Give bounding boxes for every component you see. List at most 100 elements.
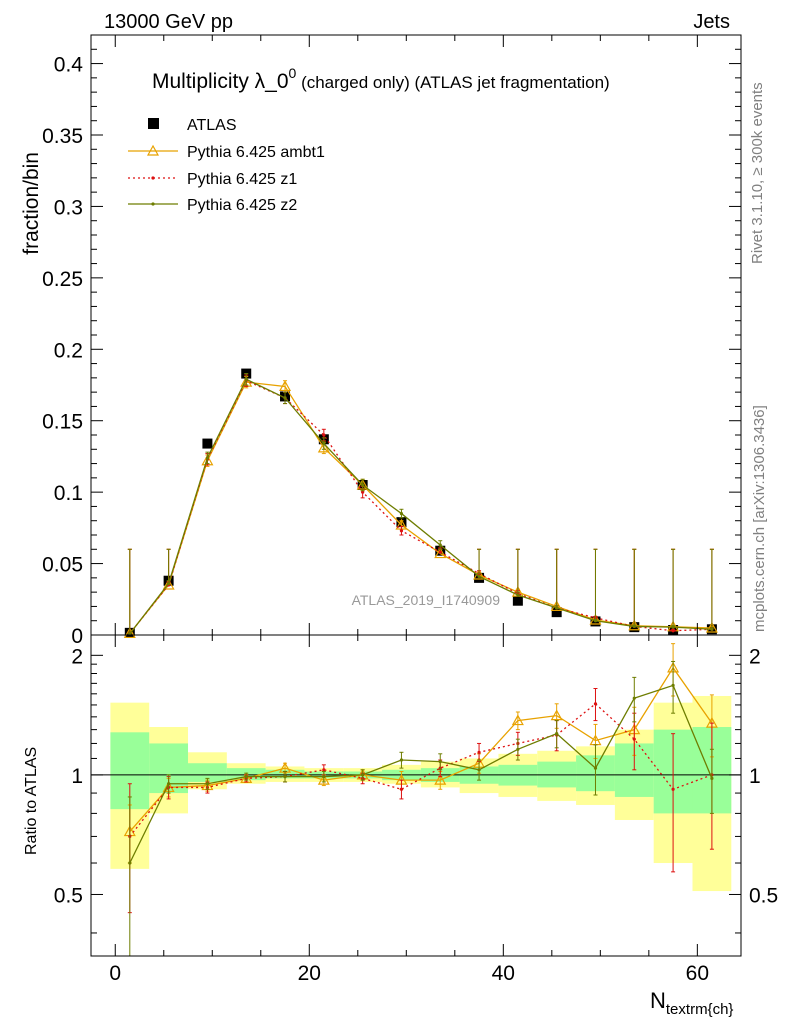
series-1-triangle-marker	[550, 600, 563, 612]
series-2-dot-marker	[671, 629, 675, 633]
ratio-series-2-dot-marker	[205, 782, 210, 786]
ratio-series-2-dot-marker	[632, 696, 636, 700]
legend-dot-marker	[151, 202, 155, 206]
main-y-tick-label: 0.35	[42, 125, 83, 148]
ratio-series-1-dot-marker	[593, 702, 598, 706]
ratio-y-tick-label-right: 1	[749, 765, 761, 788]
ratio-series-0-triangle-marker	[434, 773, 447, 785]
ratio-series-2-line	[129, 684, 713, 864]
atlas-data-point	[202, 438, 213, 449]
atlas-data-point	[551, 607, 562, 618]
ratio-y-tick-label-right: 2	[749, 645, 761, 668]
ratio-x-ticks: 0 20 40 60	[109, 635, 709, 985]
ratio-series-2-dot-marker	[399, 758, 404, 762]
main-y-ticks: 0 0.05 0.1 0.15 0.2 0.25 0.3 0.35 0.4	[42, 48, 741, 648]
series-3-dot-marker	[555, 606, 559, 610]
legend-label: Pythia 6.425 z1	[187, 171, 297, 188]
series-3-dot-marker	[167, 581, 171, 586]
ratio-series-0-triangle-marker	[511, 714, 524, 726]
ratio-series-2-dot-marker	[555, 732, 559, 736]
ratio-y-axis-label: Ratio to ATLAS	[23, 747, 40, 855]
main-y-tick-label: 0.05	[42, 554, 83, 577]
series-1-triangle-marker	[317, 441, 330, 453]
energy-label: 13000 GeV pp	[104, 11, 233, 33]
legend-dot-marker	[151, 176, 155, 180]
series-3-dot-marker	[361, 483, 365, 487]
ratio-inner-band	[188, 763, 227, 782]
ratio-series-1-dot-marker	[322, 768, 326, 772]
main-title: Multiplicity λ_00 (charged only) (ATLAS …	[152, 65, 610, 93]
legend: ATLAS Pythia 6.425 ambt1 Pythia 6.425 z1 Py…	[128, 117, 325, 214]
legend-label: Pythia 6.425 z2	[187, 197, 297, 214]
series-3-dot-marker	[710, 627, 714, 631]
x-tick-label: 40	[492, 962, 515, 985]
x-axis-label-sub: textrm{ch}	[666, 1001, 734, 1018]
main-plot: 0 0.05 0.1 0.15 0.2 0.25 0.3 0.35 0.4 fraction/b…	[20, 34, 742, 648]
series-3-dot-marker	[399, 511, 404, 516]
series-3-dot-marker	[477, 574, 481, 579]
ratio-y-tick-label-right: 0.5	[749, 884, 778, 907]
ratio-series-1-dot-marker	[399, 787, 404, 791]
x-tick-label: 0	[109, 962, 121, 985]
series-2-dot-marker	[322, 433, 326, 437]
main-title-text: Multiplicity λ_0	[152, 70, 289, 93]
series-3-dot-marker	[671, 625, 675, 629]
series-2-dot-marker	[438, 550, 442, 554]
ratio-y-ticks: 0.5 0.5 1 1 2 2	[54, 645, 778, 934]
ratio-series-0-line	[129, 666, 713, 832]
ratio-series-1-line	[129, 702, 713, 837]
ratio-series-2-dot-marker	[671, 683, 675, 687]
main-x-ticks	[114, 35, 698, 635]
analysis-label: ATLAS_2019_I1740909	[352, 592, 501, 608]
ratio-y-tick-label-left: 2	[71, 645, 83, 668]
x-axis-label: Ntextrm{ch}	[650, 988, 733, 1018]
series-1-triangle-marker	[705, 621, 718, 633]
series-3-dot-marker	[593, 619, 598, 623]
legend-label: ATLAS	[187, 117, 237, 134]
x-tick-label: 60	[686, 962, 709, 985]
series-3-dot-marker	[283, 396, 287, 400]
ratio-plot: 0.5 0.5 1 1 2 2 0 20 40 60 Ratio to ATLAS Ntextr…	[23, 634, 778, 1018]
main-y-tick-label: 0.2	[54, 339, 83, 362]
series-3-dot-marker	[322, 441, 326, 446]
series-1-triangle-marker	[279, 380, 292, 392]
ratio-series-2-dot-marker	[128, 861, 132, 865]
main-title-suffix: (charged only) (ATLAS jet fragmentation)	[296, 73, 609, 92]
series-1-triangle-marker	[434, 547, 447, 559]
main-y-tick-label: 0.15	[42, 411, 83, 434]
ratio-series-2-dot-marker	[593, 766, 598, 770]
ratio-plot-frame	[90, 634, 742, 957]
x-axis-label-main: N	[650, 988, 666, 1013]
series-1-triangle-marker	[123, 627, 136, 639]
main-title-superscript: 0	[289, 65, 297, 81]
ratio-bands	[110, 695, 732, 892]
ratio-series-2-dot-marker	[361, 773, 365, 777]
series-2-dot-marker	[361, 490, 365, 494]
main-y-tick-label: 0	[71, 625, 83, 648]
ratio-series-1-dot-marker	[477, 750, 481, 754]
series-3-dot-marker	[516, 593, 520, 597]
ratio-series-2-dot-marker	[167, 782, 171, 786]
legend-marker-atlas	[148, 118, 159, 129]
ratio-series-0-triangle-marker	[317, 773, 330, 785]
series-2-dot-marker	[399, 529, 404, 533]
ratio-series-1-dot-marker	[671, 787, 675, 791]
ratio-series-2-dot-marker	[322, 775, 326, 779]
ratio-series-0-triangle-marker	[550, 709, 563, 721]
ratio-series-2-dot-marker	[438, 760, 442, 764]
category-label: Jets	[693, 11, 730, 33]
ratio-y-tick-label-left: 0.5	[54, 884, 83, 907]
x-tick-label: 20	[298, 962, 321, 985]
legend-label: Pythia 6.425 ambt1	[187, 144, 325, 161]
main-y-tick-label: 0.4	[54, 54, 84, 77]
main-y-axis-label: fraction/bin	[20, 152, 43, 255]
series-1-triangle-marker	[162, 578, 175, 590]
legend-triangle-marker	[146, 144, 160, 156]
series-3-dot-marker	[632, 624, 636, 629]
ratio-series-1-dot-marker	[632, 737, 636, 741]
ratio-series-2-dot-marker	[244, 775, 248, 779]
ratio-series-2-dot-marker	[710, 776, 714, 780]
ratio-series-2-dot-marker	[283, 775, 287, 779]
mcplots-label: mcplots.cern.ch [arXiv:1306.3436]	[751, 405, 768, 632]
